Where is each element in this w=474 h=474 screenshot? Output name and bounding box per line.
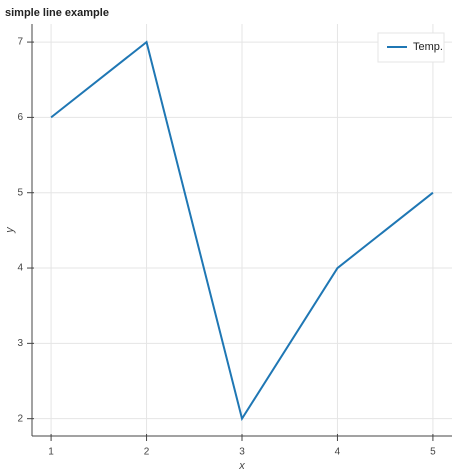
x-tick-label: 3: [239, 447, 245, 458]
x-tick-label: 5: [430, 447, 436, 458]
x-axis-label: x: [238, 460, 245, 472]
x-tick-label: 4: [335, 447, 341, 458]
chart-title: simple line example: [5, 7, 109, 19]
legend: Temp.: [377, 32, 445, 63]
y-tick-label: 5: [17, 187, 23, 198]
y-tick-label: 3: [17, 338, 23, 349]
y-axis-label: y: [4, 226, 16, 234]
y-tick-label: 4: [17, 263, 23, 274]
y-tick-label: 6: [17, 112, 23, 123]
x-tick-label: 2: [144, 447, 150, 458]
y-tick-label: 2: [17, 413, 23, 424]
y-tick-label: 7: [17, 37, 23, 48]
legend-label: Temp.: [413, 41, 443, 53]
series-line: [50, 40, 434, 422]
x-tick-label: 1: [48, 447, 54, 458]
